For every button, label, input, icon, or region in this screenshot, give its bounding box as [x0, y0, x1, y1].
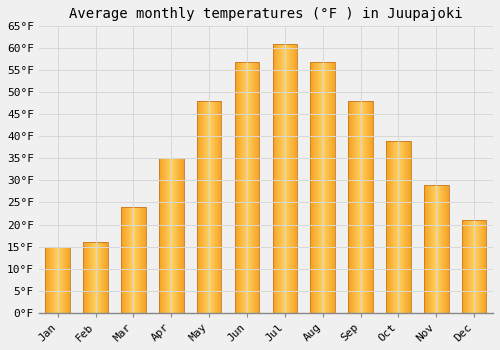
Bar [159, 159, 184, 313]
Bar [348, 101, 373, 313]
Bar [84, 242, 108, 313]
Bar [272, 44, 297, 313]
Bar [424, 185, 448, 313]
Bar [462, 220, 486, 313]
Bar [386, 141, 410, 313]
Bar [46, 246, 70, 313]
Title: Average monthly temperatures (°F ) in Juupajoki: Average monthly temperatures (°F ) in Ju… [69, 7, 462, 21]
Bar [234, 62, 260, 313]
Bar [197, 101, 222, 313]
Bar [121, 207, 146, 313]
Bar [310, 62, 335, 313]
